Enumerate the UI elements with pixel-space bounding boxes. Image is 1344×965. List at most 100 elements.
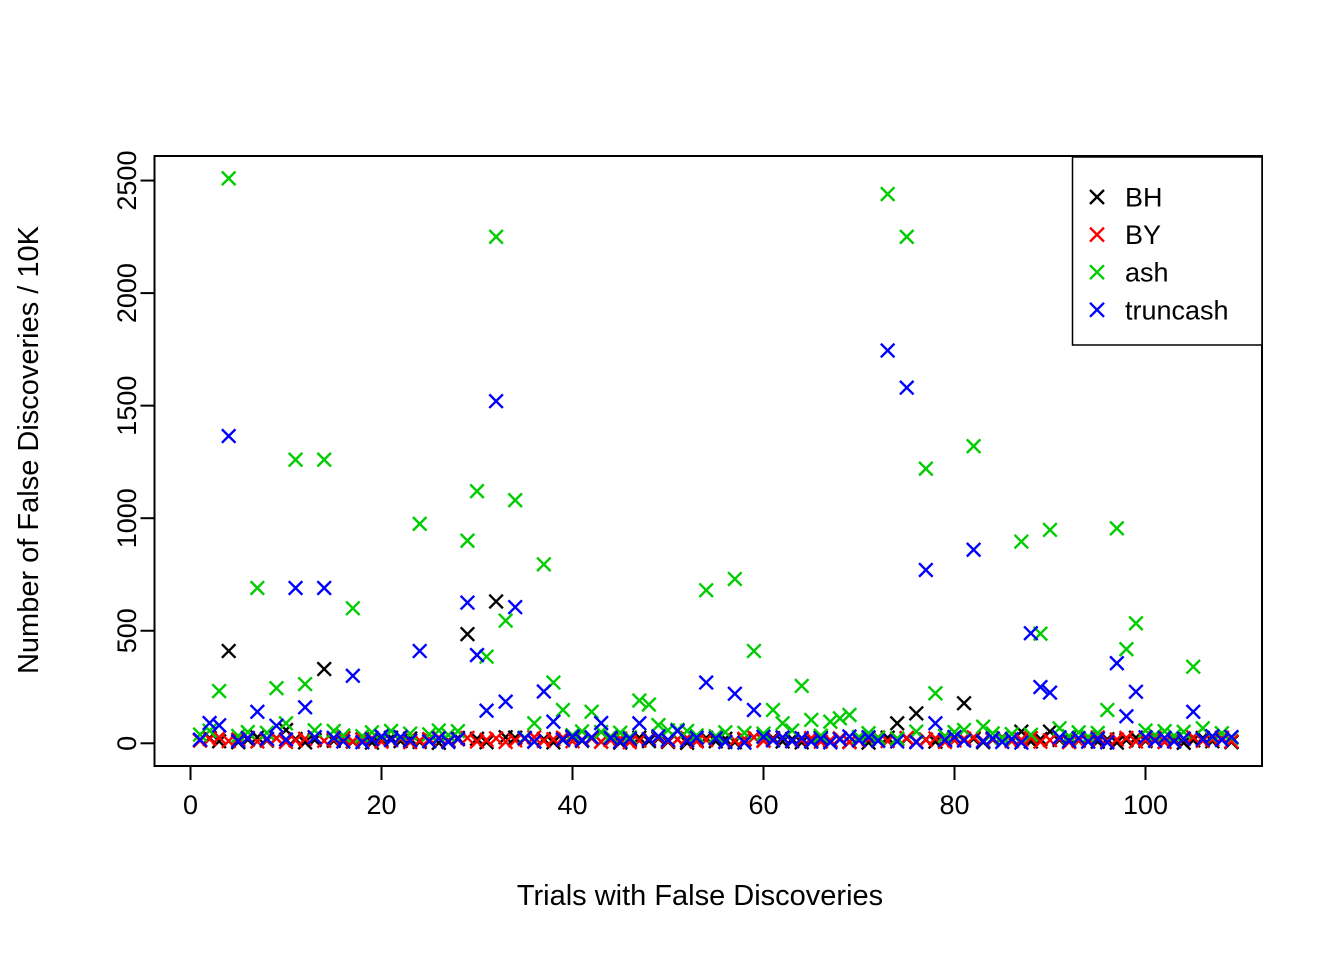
x-tick-label: 100 [1123, 790, 1168, 820]
y-tick-label: 0 [112, 736, 142, 751]
legend-box [1071, 156, 1263, 346]
y-tick-label: 2500 [112, 151, 142, 211]
data-point-mark [278, 731, 294, 748]
data-point-mark [965, 542, 982, 558]
data-point-mark [469, 647, 485, 663]
data-point-mark [774, 715, 791, 731]
data-point-mark [287, 580, 304, 596]
data-point-mark [345, 668, 361, 684]
data-point-mark [1061, 733, 1077, 749]
data-point-mark [1099, 734, 1115, 751]
data-point-mark [221, 170, 237, 186]
data-point-mark [698, 582, 714, 598]
data-point-mark [841, 707, 858, 723]
data-point-mark [498, 612, 514, 629]
data-point-mark [201, 715, 218, 731]
data-point-mark [746, 702, 762, 718]
data-point-mark [832, 731, 848, 748]
data-point-mark [488, 593, 504, 610]
data-point-mark [899, 229, 915, 245]
data-point-mark [507, 599, 523, 615]
data-point-mark [373, 728, 390, 744]
data-point-mark [211, 717, 227, 733]
data-point-mark [259, 725, 275, 741]
legend-item-label: BY [1125, 220, 1161, 250]
data-point-mark [727, 571, 743, 587]
x-tick-label: 60 [748, 790, 778, 820]
data-point-mark [536, 556, 552, 572]
data-point-mark [412, 516, 428, 532]
data-point-mark [794, 678, 810, 694]
data-point-mark [641, 696, 657, 713]
data-point-mark [841, 728, 858, 745]
legend-item-ash: ash [1089, 258, 1169, 288]
data-point-mark [1118, 641, 1135, 657]
data-point-mark [383, 732, 399, 748]
data-point-mark [555, 731, 571, 748]
data-point-mark [240, 730, 256, 746]
legend-item-label: BH [1125, 183, 1163, 213]
data-point-mark [603, 730, 619, 746]
data-points [192, 170, 1240, 751]
y-axis-title: Number of False Discoveries / 10K [13, 225, 45, 674]
data-point-mark [440, 727, 456, 743]
data-point-mark [192, 732, 208, 748]
data-point-mark [498, 694, 514, 710]
data-point-mark [956, 732, 972, 749]
data-point-mark [965, 438, 982, 454]
data-point-mark [259, 731, 275, 747]
data-point-mark [431, 730, 447, 746]
data-point-mark [1080, 734, 1096, 750]
data-point-mark [249, 580, 265, 596]
data-point-mark [1023, 730, 1039, 746]
data-point-mark [402, 732, 418, 749]
data-point-mark [755, 729, 772, 745]
data-point-mark [1147, 733, 1163, 749]
data-point-mark [211, 683, 227, 699]
data-point-mark [880, 186, 896, 202]
data-point-mark [641, 731, 657, 747]
data-point-mark [784, 733, 800, 749]
data-point-mark [870, 733, 886, 749]
data-point-mark [1156, 730, 1173, 746]
data-point-mark [230, 733, 246, 749]
data-point-mark [211, 729, 227, 746]
data-point-mark [583, 704, 600, 720]
data-point-mark [832, 710, 848, 726]
legend-marker-icon [1089, 189, 1105, 205]
data-point-mark [689, 727, 705, 744]
data-point-mark [956, 695, 972, 711]
legend-item-label: ash [1125, 258, 1169, 288]
data-point-mark [746, 643, 762, 659]
data-point-mark [698, 674, 714, 691]
legend: BH BY ash truncash [1071, 156, 1263, 346]
data-point-mark [889, 733, 905, 750]
data-point-mark [526, 734, 542, 750]
data-point-mark [364, 731, 380, 747]
data-point-mark [803, 712, 819, 728]
data-point-mark [545, 714, 562, 730]
data-point-mark [650, 717, 667, 733]
data-point-mark [287, 452, 304, 468]
data-point-mark [1166, 733, 1182, 750]
data-point-mark [1214, 725, 1230, 741]
data-point-mark [717, 734, 733, 750]
data-point-mark [335, 727, 351, 744]
data-point-mark [813, 727, 829, 744]
data-point-mark [985, 730, 1001, 746]
data-point-mark [946, 729, 963, 745]
data-point-mark [1023, 625, 1039, 641]
data-point-mark [536, 683, 552, 700]
data-point-mark [1118, 730, 1135, 746]
data-point-mark [860, 725, 877, 741]
data-point-mark [774, 729, 791, 746]
legend-marker-icon [1089, 301, 1105, 318]
data-point-mark [1185, 659, 1201, 675]
data-point-mark [307, 722, 323, 738]
legend-item-truncash: truncash [1089, 295, 1229, 325]
data-point-mark [268, 718, 285, 734]
data-point-mark [1071, 730, 1087, 746]
y-tick-label: 500 [112, 608, 142, 653]
data-point-mark [392, 729, 409, 745]
data-point-mark [975, 733, 991, 749]
